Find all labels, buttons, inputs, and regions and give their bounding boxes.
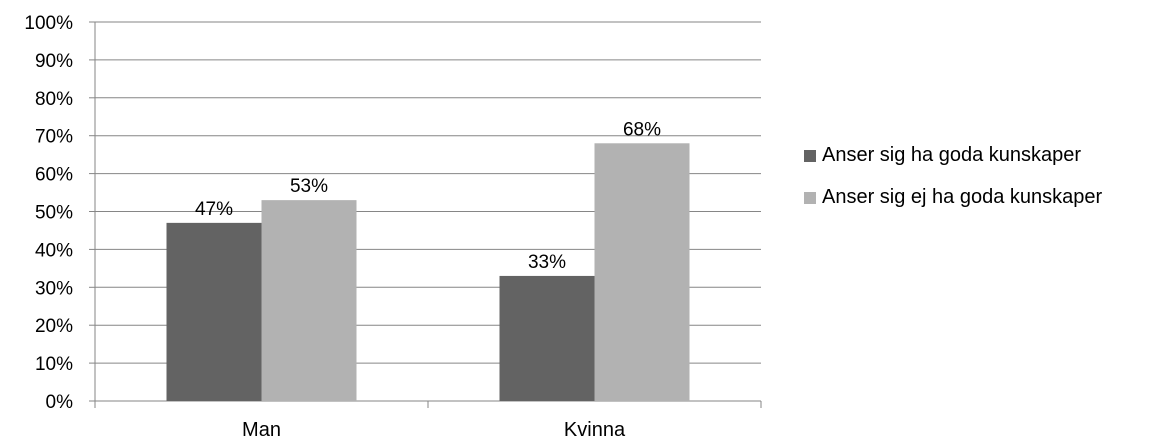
y-tick-label: 100%: [24, 13, 73, 34]
legend-label-series-2: Anser sig ej ha goda kunskaper: [822, 186, 1103, 208]
y-tick-label: 50%: [35, 203, 73, 224]
data-label: 53%: [290, 176, 328, 197]
y-tick-label: 90%: [35, 51, 73, 72]
y-tick-label: 60%: [35, 165, 73, 186]
y-tick-label: 80%: [35, 89, 73, 110]
bar: [166, 222, 262, 401]
legend-swatch-series-2: [804, 191, 816, 204]
data-label: 47%: [195, 199, 233, 220]
y-tick-label: 70%: [35, 127, 73, 148]
data-label: 68%: [623, 119, 661, 140]
x-category-label: Man: [242, 419, 281, 441]
legend-label-series-1: Anser sig ha goda kunskaper: [822, 144, 1082, 166]
y-tick-label: 40%: [35, 240, 73, 261]
x-category-label: Kvinna: [564, 419, 626, 441]
legend-item-series-2: Anser sig ej ha goda kunskaper: [804, 184, 1102, 211]
legend-swatch-series-1: [804, 149, 816, 162]
bar: [261, 200, 357, 401]
data-label: 33%: [528, 252, 566, 273]
y-tick-label: 10%: [35, 354, 73, 375]
y-tick-label: 0%: [46, 392, 74, 413]
legend-item-series-1: Anser sig ha goda kunskaper: [804, 142, 1102, 169]
legend: Anser sig ha goda kunskaper Anser sig ej…: [804, 142, 1102, 226]
bar: [594, 143, 690, 401]
y-tick-label: 20%: [35, 316, 73, 337]
y-tick-label: 30%: [35, 278, 73, 299]
bar: [499, 275, 595, 401]
